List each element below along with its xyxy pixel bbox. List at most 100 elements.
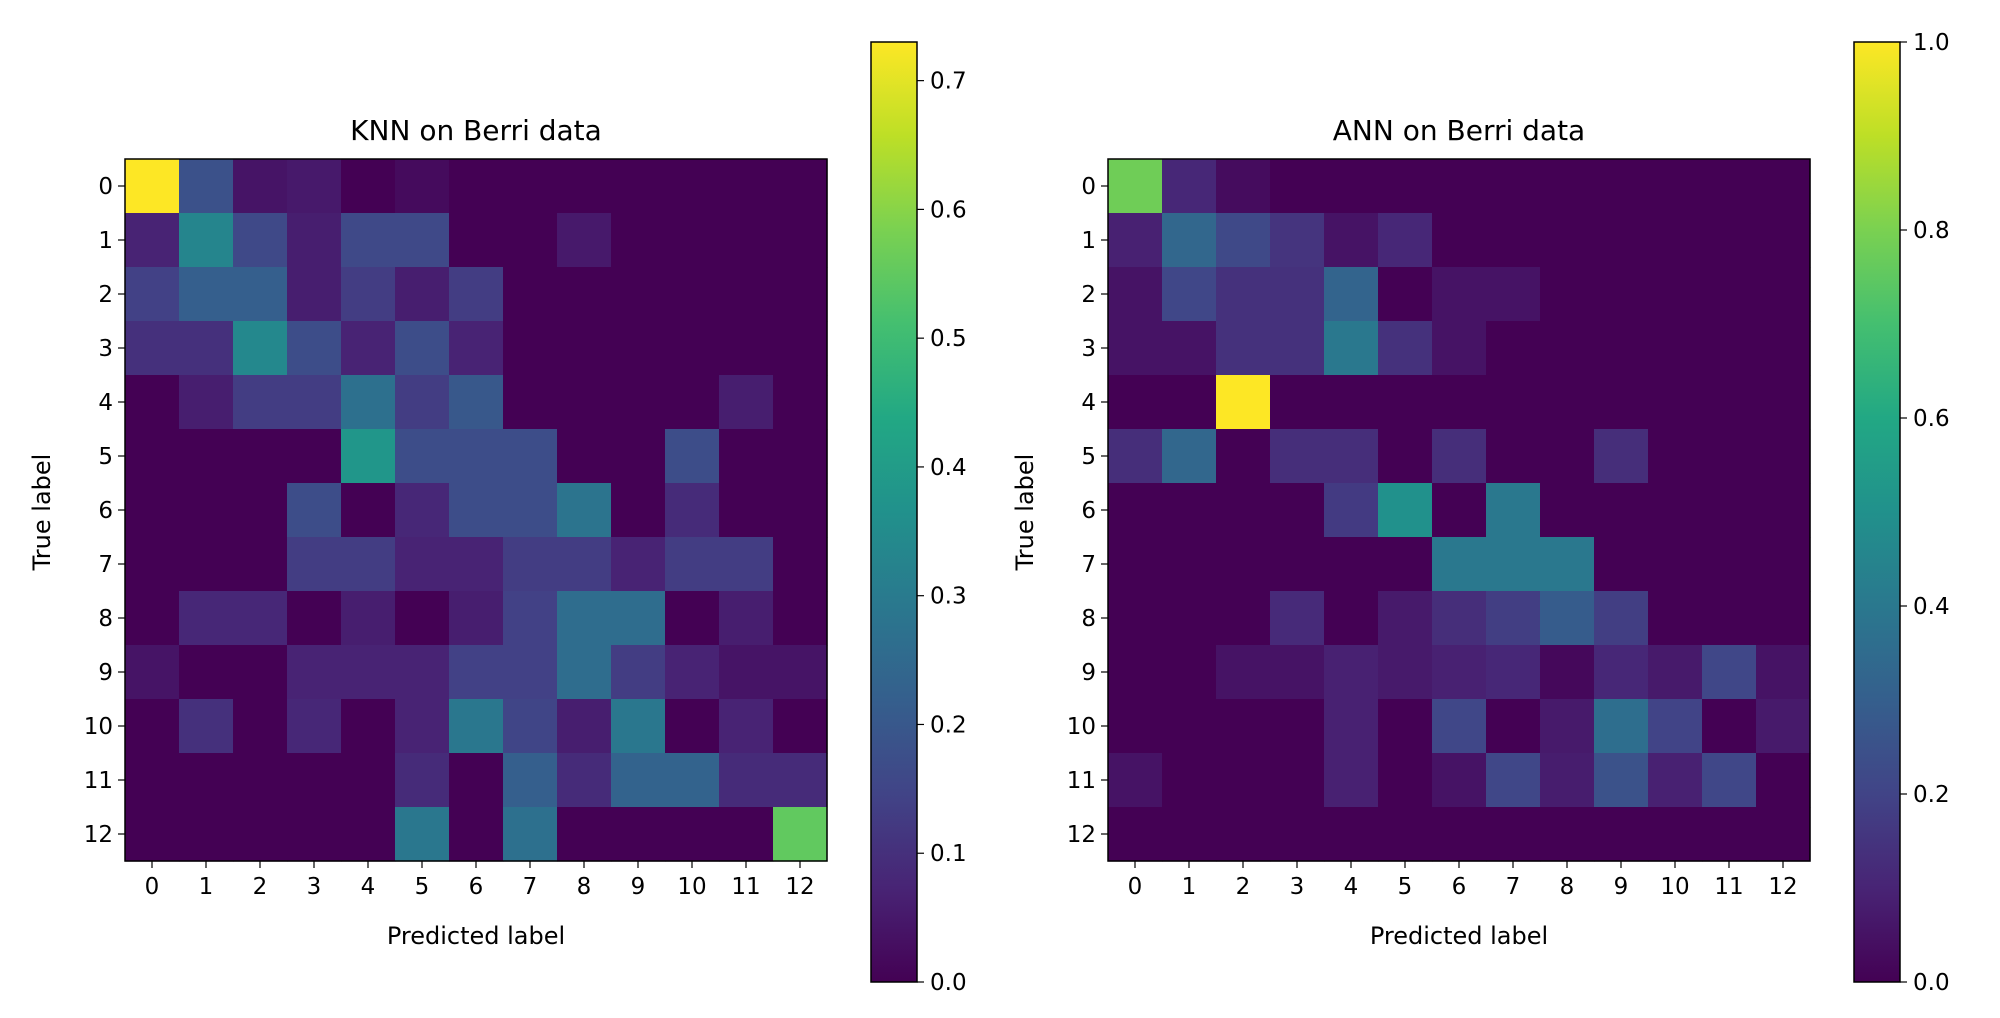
knn-y-tick-label: 8 <box>98 606 113 632</box>
knn-cell-r2-c7 <box>503 267 558 322</box>
ann-cell-r10-c10 <box>1648 699 1703 754</box>
knn-cell-r4-c10 <box>665 375 720 430</box>
knn-cell-r2-c11 <box>719 267 774 322</box>
knn-cell-r12-c12 <box>773 807 828 862</box>
ann-cell-r4-c8 <box>1540 375 1595 430</box>
knn-colorbar-tick-label: 0.5 <box>930 326 967 352</box>
knn-cell-r11-c3 <box>287 753 342 808</box>
knn-cell-r4-c3 <box>287 375 342 430</box>
ann-cell-r7-c12 <box>1756 537 1811 592</box>
knn-y-tick-label: 3 <box>98 336 113 362</box>
knn-cell-r4-c11 <box>719 375 774 430</box>
ann-cell-r2-c4 <box>1324 267 1379 322</box>
ann-cell-r0-c0 <box>1108 159 1163 214</box>
knn-cell-r5-c2 <box>233 429 288 484</box>
ann-cell-r8-c11 <box>1702 591 1757 646</box>
ann-cell-r3-c9 <box>1594 321 1649 376</box>
ann-cell-r1-c3 <box>1270 213 1325 268</box>
ann-cell-r4-c5 <box>1378 375 1433 430</box>
knn-y-tick-label: 10 <box>84 714 113 740</box>
knn-cell-r8-c8 <box>557 591 612 646</box>
ann-cell-r10-c5 <box>1378 699 1433 754</box>
ann-y-tick-label: 3 <box>1081 336 1096 362</box>
ann-cell-r7-c11 <box>1702 537 1757 592</box>
knn-cell-r9-c6 <box>449 645 504 700</box>
ann-cell-r11-c4 <box>1324 753 1379 808</box>
knn-cell-r9-c3 <box>287 645 342 700</box>
ann-y-tick-label: 6 <box>1081 498 1096 524</box>
ann-cell-r6-c3 <box>1270 483 1325 538</box>
ann-cell-r3-c10 <box>1648 321 1703 376</box>
knn-cell-r7-c2 <box>233 537 288 592</box>
ann-cell-r6-c8 <box>1540 483 1595 538</box>
knn-cell-r9-c12 <box>773 645 828 700</box>
knn-cell-r7-c5 <box>395 537 450 592</box>
knn-y-tick-label: 11 <box>84 768 113 794</box>
ann-cell-r11-c6 <box>1432 753 1487 808</box>
knn-cell-r6-c12 <box>773 483 828 538</box>
knn-cell-r0-c6 <box>449 159 504 214</box>
knn-cell-r5-c5 <box>395 429 450 484</box>
ann-cell-r0-c6 <box>1432 159 1487 214</box>
ann-cell-r1-c2 <box>1216 213 1271 268</box>
ann-y-tick-label: 10 <box>1067 714 1096 740</box>
ann-cell-r4-c10 <box>1648 375 1703 430</box>
knn-cell-r5-c11 <box>719 429 774 484</box>
ann-cell-r11-c12 <box>1756 753 1811 808</box>
ann-cell-r9-c0 <box>1108 645 1163 700</box>
ann-colorbar-tick-label: 1.0 <box>1913 30 1950 56</box>
ann-cell-r1-c5 <box>1378 213 1433 268</box>
ann-cell-r0-c1 <box>1162 159 1217 214</box>
ann-cell-r6-c0 <box>1108 483 1163 538</box>
ann-cell-r11-c1 <box>1162 753 1217 808</box>
knn-cell-r4-c4 <box>341 375 396 430</box>
knn-cell-r1-c1 <box>179 213 234 268</box>
knn-cell-r9-c8 <box>557 645 612 700</box>
knn-cell-r1-c8 <box>557 213 612 268</box>
knn-cell-r8-c11 <box>719 591 774 646</box>
knn-cell-r2-c10 <box>665 267 720 322</box>
knn-x-tick-label: 12 <box>785 874 814 900</box>
ann-cell-r6-c12 <box>1756 483 1811 538</box>
ann-cell-r9-c11 <box>1702 645 1757 700</box>
ann-cell-r11-c7 <box>1486 753 1541 808</box>
ann-cell-r5-c0 <box>1108 429 1163 484</box>
knn-cell-r0-c5 <box>395 159 450 214</box>
ann-x-tick-label: 6 <box>1452 874 1467 900</box>
ann-x-tick-label: 0 <box>1128 874 1143 900</box>
ann-cell-r8-c7 <box>1486 591 1541 646</box>
knn-cell-r10-c6 <box>449 699 504 754</box>
knn-cell-r11-c9 <box>611 753 666 808</box>
knn-cell-r11-c6 <box>449 753 504 808</box>
knn-cell-r6-c2 <box>233 483 288 538</box>
ann-cell-r2-c11 <box>1702 267 1757 322</box>
ann-cell-r2-c2 <box>1216 267 1271 322</box>
ann-cell-r10-c4 <box>1324 699 1379 754</box>
knn-cell-r4-c9 <box>611 375 666 430</box>
ann-cell-r10-c8 <box>1540 699 1595 754</box>
ann-cell-r5-c12 <box>1756 429 1811 484</box>
knn-colorbar-tick-label: 0.1 <box>930 841 967 867</box>
ann-cell-r3-c7 <box>1486 321 1541 376</box>
knn-cell-r6-c6 <box>449 483 504 538</box>
ann-colorbar-tick-label: 0.0 <box>1913 970 1950 996</box>
ann-cell-r4-c0 <box>1108 375 1163 430</box>
knn-cell-r5-c6 <box>449 429 504 484</box>
ann-cell-r12-c11 <box>1702 807 1757 862</box>
ann-cell-r9-c4 <box>1324 645 1379 700</box>
ann-cell-r4-c12 <box>1756 375 1811 430</box>
knn-cell-r2-c3 <box>287 267 342 322</box>
knn-cell-r0-c9 <box>611 159 666 214</box>
knn-cell-r12-c11 <box>719 807 774 862</box>
knn-cell-r10-c12 <box>773 699 828 754</box>
ann-cell-r1-c8 <box>1540 213 1595 268</box>
ann-cell-r3-c6 <box>1432 321 1487 376</box>
knn-cell-r4-c7 <box>503 375 558 430</box>
knn-cell-r10-c2 <box>233 699 288 754</box>
ann-cell-r8-c5 <box>1378 591 1433 646</box>
ann-x-tick-label: 3 <box>1290 874 1305 900</box>
knn-cell-r5-c0 <box>125 429 180 484</box>
knn-cell-r1-c6 <box>449 213 504 268</box>
ann-cell-r9-c5 <box>1378 645 1433 700</box>
